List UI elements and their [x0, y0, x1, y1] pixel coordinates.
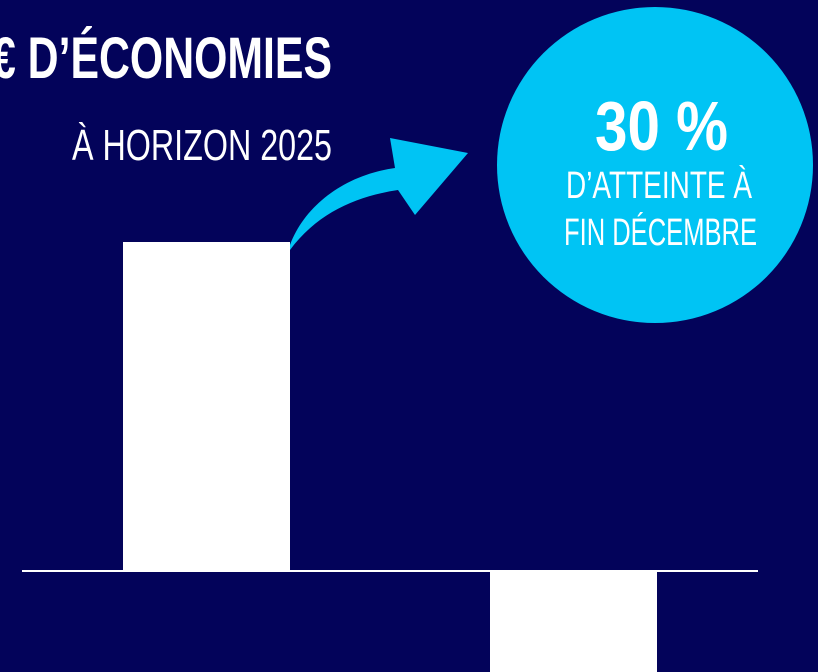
bar [123, 242, 290, 570]
subtitle: À HORIZON 2025 [72, 121, 332, 170]
arrow [290, 138, 468, 250]
badge-circle [497, 7, 813, 323]
badge-text: FIN DÉCEMBRE [564, 211, 757, 254]
bar [490, 572, 657, 672]
badge-value: 30 % [595, 87, 728, 165]
title: € D’ÉCONOMIES [0, 26, 332, 91]
badge-text: D’ATTEINTE À [566, 164, 752, 207]
